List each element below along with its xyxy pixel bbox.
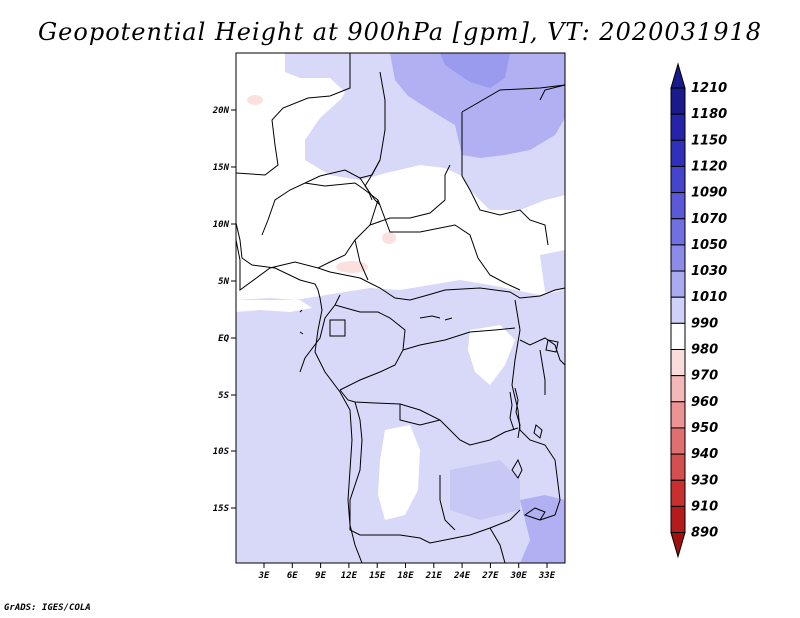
colorbar-swatch	[670, 87, 686, 115]
low-height-blob-south	[378, 425, 420, 520]
colorbar-swatch	[670, 165, 686, 194]
chart-title: Geopotential Height at 900hPa [gpm], VT:…	[38, 18, 762, 46]
high-height-region-se	[520, 495, 565, 563]
colorbar-level-label: 990	[691, 316, 718, 331]
lakes-and-islands	[299, 309, 559, 521]
moderate-height-region-nw	[285, 53, 390, 80]
high-height-region-ne	[390, 53, 565, 158]
low-height-blob-coast	[236, 300, 312, 312]
lon-tick-label: 27E	[481, 571, 499, 581]
lon-tick-label: 33E	[538, 571, 556, 581]
lat-tick-label: 20N	[212, 106, 230, 116]
lon-tick-label: 6E	[287, 571, 298, 581]
longitude-axis: 3E 6E 9E 12E 15E 18E 21E 24E 27E 30E 33E	[258, 563, 556, 581]
colorbar-swatch	[670, 244, 686, 272]
colorbar-bottom-arrow	[670, 532, 686, 559]
colorbar-swatch	[670, 192, 686, 220]
lon-tick-label: 18E	[397, 571, 414, 581]
colorbar-level-label: 1150	[691, 133, 727, 148]
colorbar-swatch	[670, 296, 686, 324]
colorbar-swatch	[670, 401, 686, 429]
lat-tick-label: 15S	[213, 504, 230, 514]
low-height-region-north	[236, 53, 565, 300]
map-panel	[236, 53, 565, 563]
lat-tick-label: 10N	[213, 220, 230, 230]
colorbar-level-label: 910	[691, 499, 718, 514]
colorbar-swatch	[670, 505, 686, 534]
lon-tick-label: 21E	[425, 571, 443, 581]
colorbar-top-arrow	[670, 62, 686, 89]
colorbar-level-label: 970	[691, 369, 718, 384]
moderate-height-region-ne	[445, 150, 565, 210]
colorbar-swatch	[670, 218, 686, 246]
colorbar-level-label: 930	[691, 473, 718, 488]
highest-height-region-ne	[440, 53, 510, 88]
colorbar-swatch	[670, 427, 686, 455]
lon-tick-label: 9E	[315, 571, 326, 581]
colorbar-level-label: 1210	[691, 81, 727, 96]
colorbar-level-label: 1180	[691, 107, 727, 122]
colorbar-level-label: 1050	[691, 238, 727, 253]
colorbar-level-label: 1070	[691, 212, 727, 227]
lat-tick-label: 5S	[218, 391, 229, 401]
low-height-patch-central	[382, 232, 396, 244]
lat-tick-label: 10S	[213, 447, 230, 457]
colorbar-swatch	[670, 479, 686, 507]
map-frame	[235, 52, 566, 564]
colorbar-level-label: 890	[691, 526, 718, 541]
low-height-patch-west	[336, 261, 368, 273]
lon-tick-label: 3E	[258, 571, 270, 581]
low-height-blob-congo	[468, 325, 515, 385]
lon-tick-label: 30E	[510, 571, 528, 581]
colorbar-swatch	[670, 270, 686, 298]
colorbar-level-label: 980	[691, 343, 718, 358]
low-height-patch-north	[247, 95, 263, 105]
colorbar-level-label: 1030	[691, 264, 727, 279]
lon-tick-label: 15E	[369, 571, 386, 581]
colorbar-level-label: 950	[691, 421, 718, 436]
coastline	[236, 222, 363, 563]
colorbar: 1210 1180 1150 1120 1090 1070 1050 1030 1010 990 9…	[670, 62, 727, 559]
colorbar-swatch	[670, 453, 686, 481]
colorbar-swatch	[670, 113, 686, 141]
moderate-height-region-south	[450, 460, 520, 520]
lat-tick-label: 15N	[213, 163, 230, 173]
colorbar-level-label: 1010	[691, 290, 727, 305]
lat-tick-label: EQ	[218, 334, 229, 344]
colorbar-swatch	[670, 349, 686, 377]
lon-tick-label: 24E	[453, 571, 471, 581]
colorbar-level-label: 960	[691, 395, 718, 410]
lon-tick-label: 12E	[341, 571, 358, 581]
credit-text: GrADS: IGES/COLA	[4, 603, 91, 613]
moderate-height-region-east	[540, 250, 565, 292]
colorbar-level-label: 1120	[691, 159, 727, 174]
latitude-axis: 20N 15N 10N 5N EQ 5S 10S 15S	[212, 106, 236, 514]
colorbar-swatch	[670, 375, 686, 403]
colorbar-swatch	[670, 322, 686, 351]
lat-tick-label: 5N	[218, 277, 229, 287]
country-borders	[236, 53, 565, 563]
colorbar-swatch	[670, 139, 686, 167]
colorbar-level-label: 940	[691, 447, 718, 462]
height-contour-fill	[236, 53, 565, 563]
colorbar-level-label: 1090	[691, 186, 727, 201]
